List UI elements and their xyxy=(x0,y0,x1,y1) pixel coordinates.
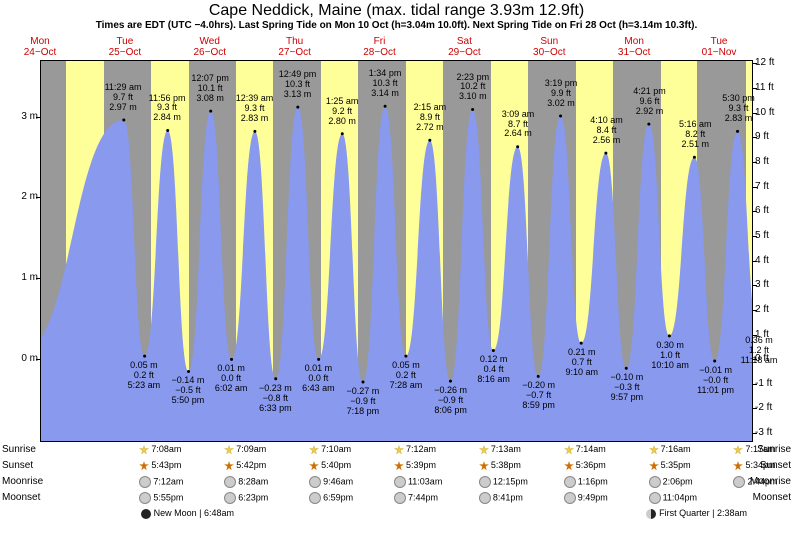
y-axis-right-label: -2 ft xyxy=(753,402,793,413)
date-header: Thu27−Oct xyxy=(270,36,320,58)
moonrise-row: Moonrise Moonrise 7:12am8:28am9:46am11:0… xyxy=(0,476,793,492)
moonset-label-right: Moonset xyxy=(741,492,791,503)
tide-label: 3:09 am8.7 ft2.64 m xyxy=(488,110,548,140)
astro-time: 2:44pm xyxy=(733,476,777,488)
tide-label: 12:49 pm10.3 ft3.13 m xyxy=(268,70,328,100)
astro-time: 5:36pm xyxy=(564,460,606,471)
astro-time: 11:04pm xyxy=(649,492,697,504)
astro-time: 5:39pm xyxy=(394,460,436,471)
y-axis-right-label: -3 ft xyxy=(753,427,793,438)
astro-time: 8:41pm xyxy=(479,492,523,504)
tide-label: 1:34 pm10.3 ft3.14 m xyxy=(355,69,415,99)
tide-label: 3:19 pm9.9 ft3.02 m xyxy=(531,79,591,109)
moon-phase: First Quarter | 2:38am xyxy=(617,508,777,519)
date-header: Fri28−Oct xyxy=(355,36,405,58)
astro-time: 7:12am xyxy=(139,476,183,488)
sunset-row: Sunset Sunset 5:43pm5:42pm5:40pm5:39pm5:… xyxy=(0,460,793,476)
astro-time: 6:59pm xyxy=(309,492,353,504)
tide-chart: Cape Neddick, Maine (max. tidal range 3.… xyxy=(0,0,793,539)
y-axis-left-label: 0 m xyxy=(0,353,40,364)
astro-time: 5:55pm xyxy=(139,492,183,504)
sunrise-row: Sunrise Sunrise 7:08am7:09am7:10am7:12am… xyxy=(0,444,793,460)
astro-time: 9:49pm xyxy=(564,492,608,504)
tide-label: −0.27 m−0.9 ft7:18 pm xyxy=(333,387,393,417)
astro-time: 5:35pm xyxy=(649,460,691,471)
astro-time: 7:16am xyxy=(649,444,691,455)
astro-time: 8:28am xyxy=(224,476,268,488)
moon-phase-row: New Moon | 6:48am First Quarter | 2:38am xyxy=(0,508,793,524)
y-axis-right-label: 9 ft xyxy=(753,131,793,142)
sunset-label-left: Sunset xyxy=(2,460,52,471)
y-axis-right-label: 11 ft xyxy=(753,82,793,93)
date-header: Mon24−Oct xyxy=(15,36,65,58)
date-header: Sun30−Oct xyxy=(524,36,574,58)
tide-label: −0.26 m−0.9 ft8:06 pm xyxy=(421,386,481,416)
astro-time: 7:10am xyxy=(309,444,351,455)
astro-time: 11:03am xyxy=(394,476,442,488)
astro-rows: Sunrise Sunrise 7:08am7:09am7:10am7:12am… xyxy=(0,444,793,524)
date-headers: Mon24−OctTue25−OctWed26−OctThu27−OctFri2… xyxy=(40,36,753,60)
astro-time: 7:08am xyxy=(139,444,181,455)
astro-time: 5:42pm xyxy=(224,460,266,471)
y-axis-right-label: 7 ft xyxy=(753,181,793,192)
astro-time: 5:34pm xyxy=(733,460,775,471)
astro-time: 1:16pm xyxy=(564,476,608,488)
astro-time: 5:43pm xyxy=(139,460,181,471)
astro-time: 5:40pm xyxy=(309,460,351,471)
astro-time: 9:46am xyxy=(309,476,353,488)
astro-time: 12:15pm xyxy=(479,476,528,488)
y-axis-right-label: 4 ft xyxy=(753,255,793,266)
tide-label: 1:25 am9.2 ft2.80 m xyxy=(312,97,372,127)
tide-label: 4:21 pm9.6 ft2.92 m xyxy=(620,87,680,117)
astro-time: 5:38pm xyxy=(479,460,521,471)
date-header: Sat29−Oct xyxy=(439,36,489,58)
date-header: Wed26−Oct xyxy=(185,36,235,58)
astro-time: 7:13am xyxy=(479,444,521,455)
astro-time: 2:06pm xyxy=(649,476,693,488)
astro-time: 7:09am xyxy=(224,444,266,455)
tide-label: 5:16 am8.2 ft2.51 m xyxy=(665,120,725,150)
y-axis-right-label: 3 ft xyxy=(753,279,793,290)
y-axis-right-label: 10 ft xyxy=(753,107,793,118)
y-axis-left-label: 2 m xyxy=(0,191,40,202)
date-header: Tue25−Oct xyxy=(100,36,150,58)
tide-label: 2:15 am8.9 ft2.72 m xyxy=(400,103,460,133)
astro-time: 7:17am xyxy=(733,444,775,455)
sunrise-label-left: Sunrise xyxy=(2,444,52,455)
date-header: Mon31−Oct xyxy=(609,36,659,58)
tide-label: −0.01 m−0.0 ft11:01 pm xyxy=(686,366,746,396)
astro-time: 7:14am xyxy=(564,444,606,455)
y-axis-right-label: 8 ft xyxy=(753,156,793,167)
y-axis-right-label: 5 ft xyxy=(753,230,793,241)
y-axis-right-label: 6 ft xyxy=(753,205,793,216)
moon-phase: New Moon | 6:48am xyxy=(107,508,267,519)
date-header: Tue01−Nov xyxy=(694,36,744,58)
y-axis-right-label: -1 ft xyxy=(753,378,793,389)
moonrise-label-left: Moonrise xyxy=(2,476,52,487)
y-axis-right-label: 2 ft xyxy=(753,304,793,315)
tide-label: −0.20 m−0.7 ft8:59 pm xyxy=(509,381,569,411)
y-axis-right-label: 0 ft xyxy=(753,353,793,364)
tide-label: 4:10 am8.4 ft2.56 m xyxy=(576,116,636,146)
y-axis-right-label: 12 ft xyxy=(753,57,793,68)
astro-time: 7:44pm xyxy=(394,492,438,504)
chart-title: Cape Neddick, Maine (max. tidal range 3.… xyxy=(0,0,793,20)
astro-time: 7:12am xyxy=(394,444,436,455)
moonset-row: Moonset Moonset 5:55pm 6:23pm 6:59pm 7:44pm… xyxy=(0,492,793,508)
y-axis-left-label: 3 m xyxy=(0,111,40,122)
chart-subtitle: Times are EDT (UTC −4.0hrs). Last Spring… xyxy=(0,20,793,33)
tide-label: −0.10 m−0.3 ft9:57 pm xyxy=(597,373,657,403)
astro-time: 6:23pm xyxy=(224,492,268,504)
y-axis-right-label: 1 ft xyxy=(753,329,793,340)
tide-label: 2:23 pm10.2 ft3.10 m xyxy=(443,73,503,103)
y-axis-left-label: 1 m xyxy=(0,272,40,283)
moonset-label-left: Moonset xyxy=(2,492,52,503)
